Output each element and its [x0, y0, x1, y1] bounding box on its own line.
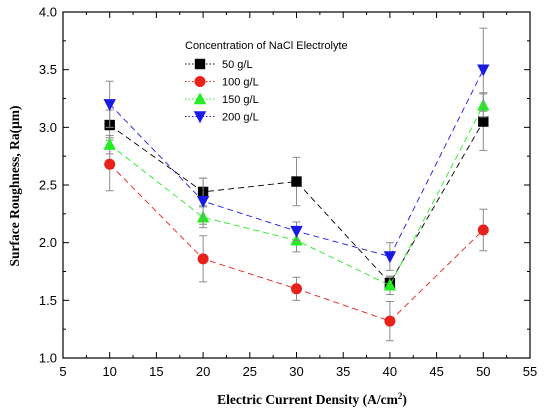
y-tick-label: 2.0 — [39, 235, 57, 250]
data-point — [477, 64, 490, 77]
legend-marker — [193, 92, 207, 105]
x-tick-label: 55 — [523, 364, 537, 379]
legend: Concentration of NaCl Electrolyte 50 g/L 1… — [185, 40, 348, 124]
y-tick-label: 4.0 — [39, 5, 57, 20]
series-50-g-l — [104, 92, 489, 290]
legend-marker — [194, 76, 206, 87]
x-tick-label: 10 — [102, 364, 116, 379]
data-point — [383, 251, 397, 264]
y-tick-label: 2.5 — [39, 178, 57, 193]
data-point — [477, 224, 489, 236]
data-point — [478, 116, 489, 127]
x-tick-label: 15 — [149, 364, 163, 379]
data-point — [197, 253, 209, 265]
x-tick-label: 25 — [243, 364, 257, 379]
x-tick-label: 50 — [476, 364, 490, 379]
x-axis-title: Electric Current Density (A/cm2) — [217, 391, 407, 407]
data-point — [291, 176, 302, 187]
data-point — [196, 195, 210, 208]
data-point — [384, 315, 396, 327]
data-point — [290, 225, 303, 238]
legend-marker — [193, 111, 207, 124]
legend-title: Concentration of NaCl Electrolyte — [185, 40, 348, 52]
legend-label: 200 g/L — [222, 112, 259, 124]
y-tick-label: 3.0 — [39, 120, 57, 135]
axes-layer: 5 10 15 20 25 30 35 40 45 50 55 1.0 1.5 2.0 2.5 3.0 3.5 4… — [39, 5, 537, 380]
x-tick-label: 45 — [429, 364, 443, 379]
legend-label: 50 g/L — [222, 59, 253, 71]
x-tick-label: 40 — [383, 364, 397, 379]
data-point — [291, 283, 302, 295]
x-tick-label: 20 — [196, 364, 210, 379]
data-point — [104, 158, 116, 170]
legend-label: 150 g/L — [222, 94, 259, 106]
x-tick-label: 35 — [336, 364, 350, 379]
data-point — [103, 137, 116, 150]
series-layer — [103, 27, 490, 342]
y-axis-title: Surface Roughness, Ra(μm) — [7, 105, 22, 266]
x-tick-label: 30 — [289, 364, 303, 379]
y-tick-label: 1.5 — [39, 293, 57, 308]
x-tick-label: 5 — [59, 364, 66, 379]
series-200-g-l — [103, 27, 490, 271]
y-tick-label: 3.5 — [39, 62, 57, 77]
y-tick-label: 1.0 — [39, 351, 57, 366]
legend-label: 100 g/L — [222, 77, 259, 89]
series-100-g-l — [104, 137, 489, 342]
data-point — [103, 99, 116, 111]
data-point — [383, 278, 397, 291]
legend-marker — [194, 58, 206, 70]
